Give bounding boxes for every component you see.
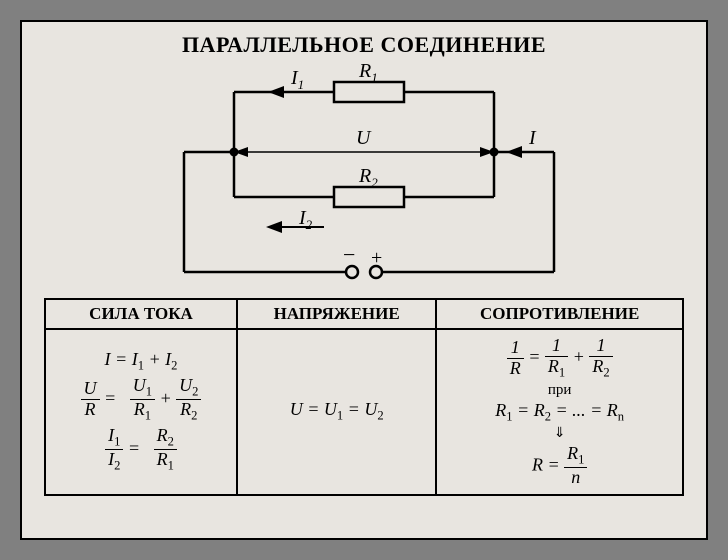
cell-current: I = I1 + I2 UR = U1R1 + U2R2 I1I2 = R2R1 <box>45 329 237 495</box>
label-R1: R1 <box>358 62 378 85</box>
terminal-plus: + <box>371 247 382 269</box>
label-U: U <box>356 127 372 149</box>
label-I1: I1 <box>290 67 304 92</box>
formula-table: СИЛА ТОКА НАПРЯЖЕНИЕ СОПРОТИВЛЕНИЕ I = I… <box>44 298 684 496</box>
header-resistance: СОПРОТИВЛЕНИЕ <box>436 299 683 329</box>
header-current: СИЛА ТОКА <box>45 299 237 329</box>
document-frame: ПАРАЛЛЕЛЬНОЕ СОЕДИНЕНИЕ <box>20 20 708 540</box>
page-title: ПАРАЛЛЕЛЬНОЕ СОЕДИНЕНИЕ <box>42 32 686 58</box>
cell-resistance: 1R = 1R1 + 1R2 при R1 = R2 = ... = Rn ⇓ … <box>436 329 683 495</box>
label-I2: I2 <box>298 207 313 232</box>
cell-voltage: U = U1 = U2 <box>237 329 436 495</box>
label-R2: R2 <box>358 165 378 190</box>
terminal-minus: − <box>343 242 355 267</box>
circuit-diagram: I1 R1 U I R2 I2 − + <box>144 62 584 292</box>
header-voltage: НАПРЯЖЕНИЕ <box>237 299 436 329</box>
label-I: I <box>528 127 537 149</box>
